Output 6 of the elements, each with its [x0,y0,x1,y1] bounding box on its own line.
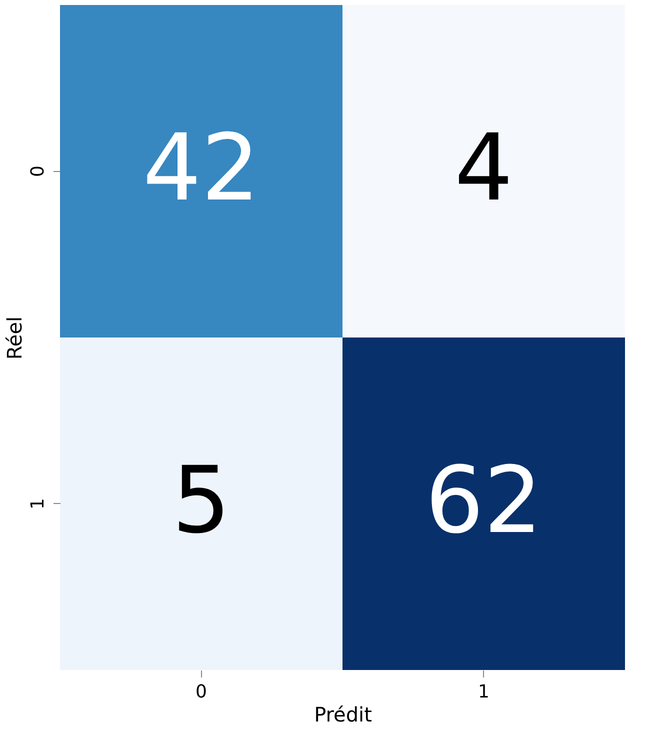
data-label: 62 [425,446,542,554]
data-label: 5 [172,446,231,554]
y-axis-title: Réel [2,316,26,360]
x-axis-title: Prédit [314,702,372,726]
data-label: 4 [454,114,514,222]
data-label: 42 [142,114,260,222]
